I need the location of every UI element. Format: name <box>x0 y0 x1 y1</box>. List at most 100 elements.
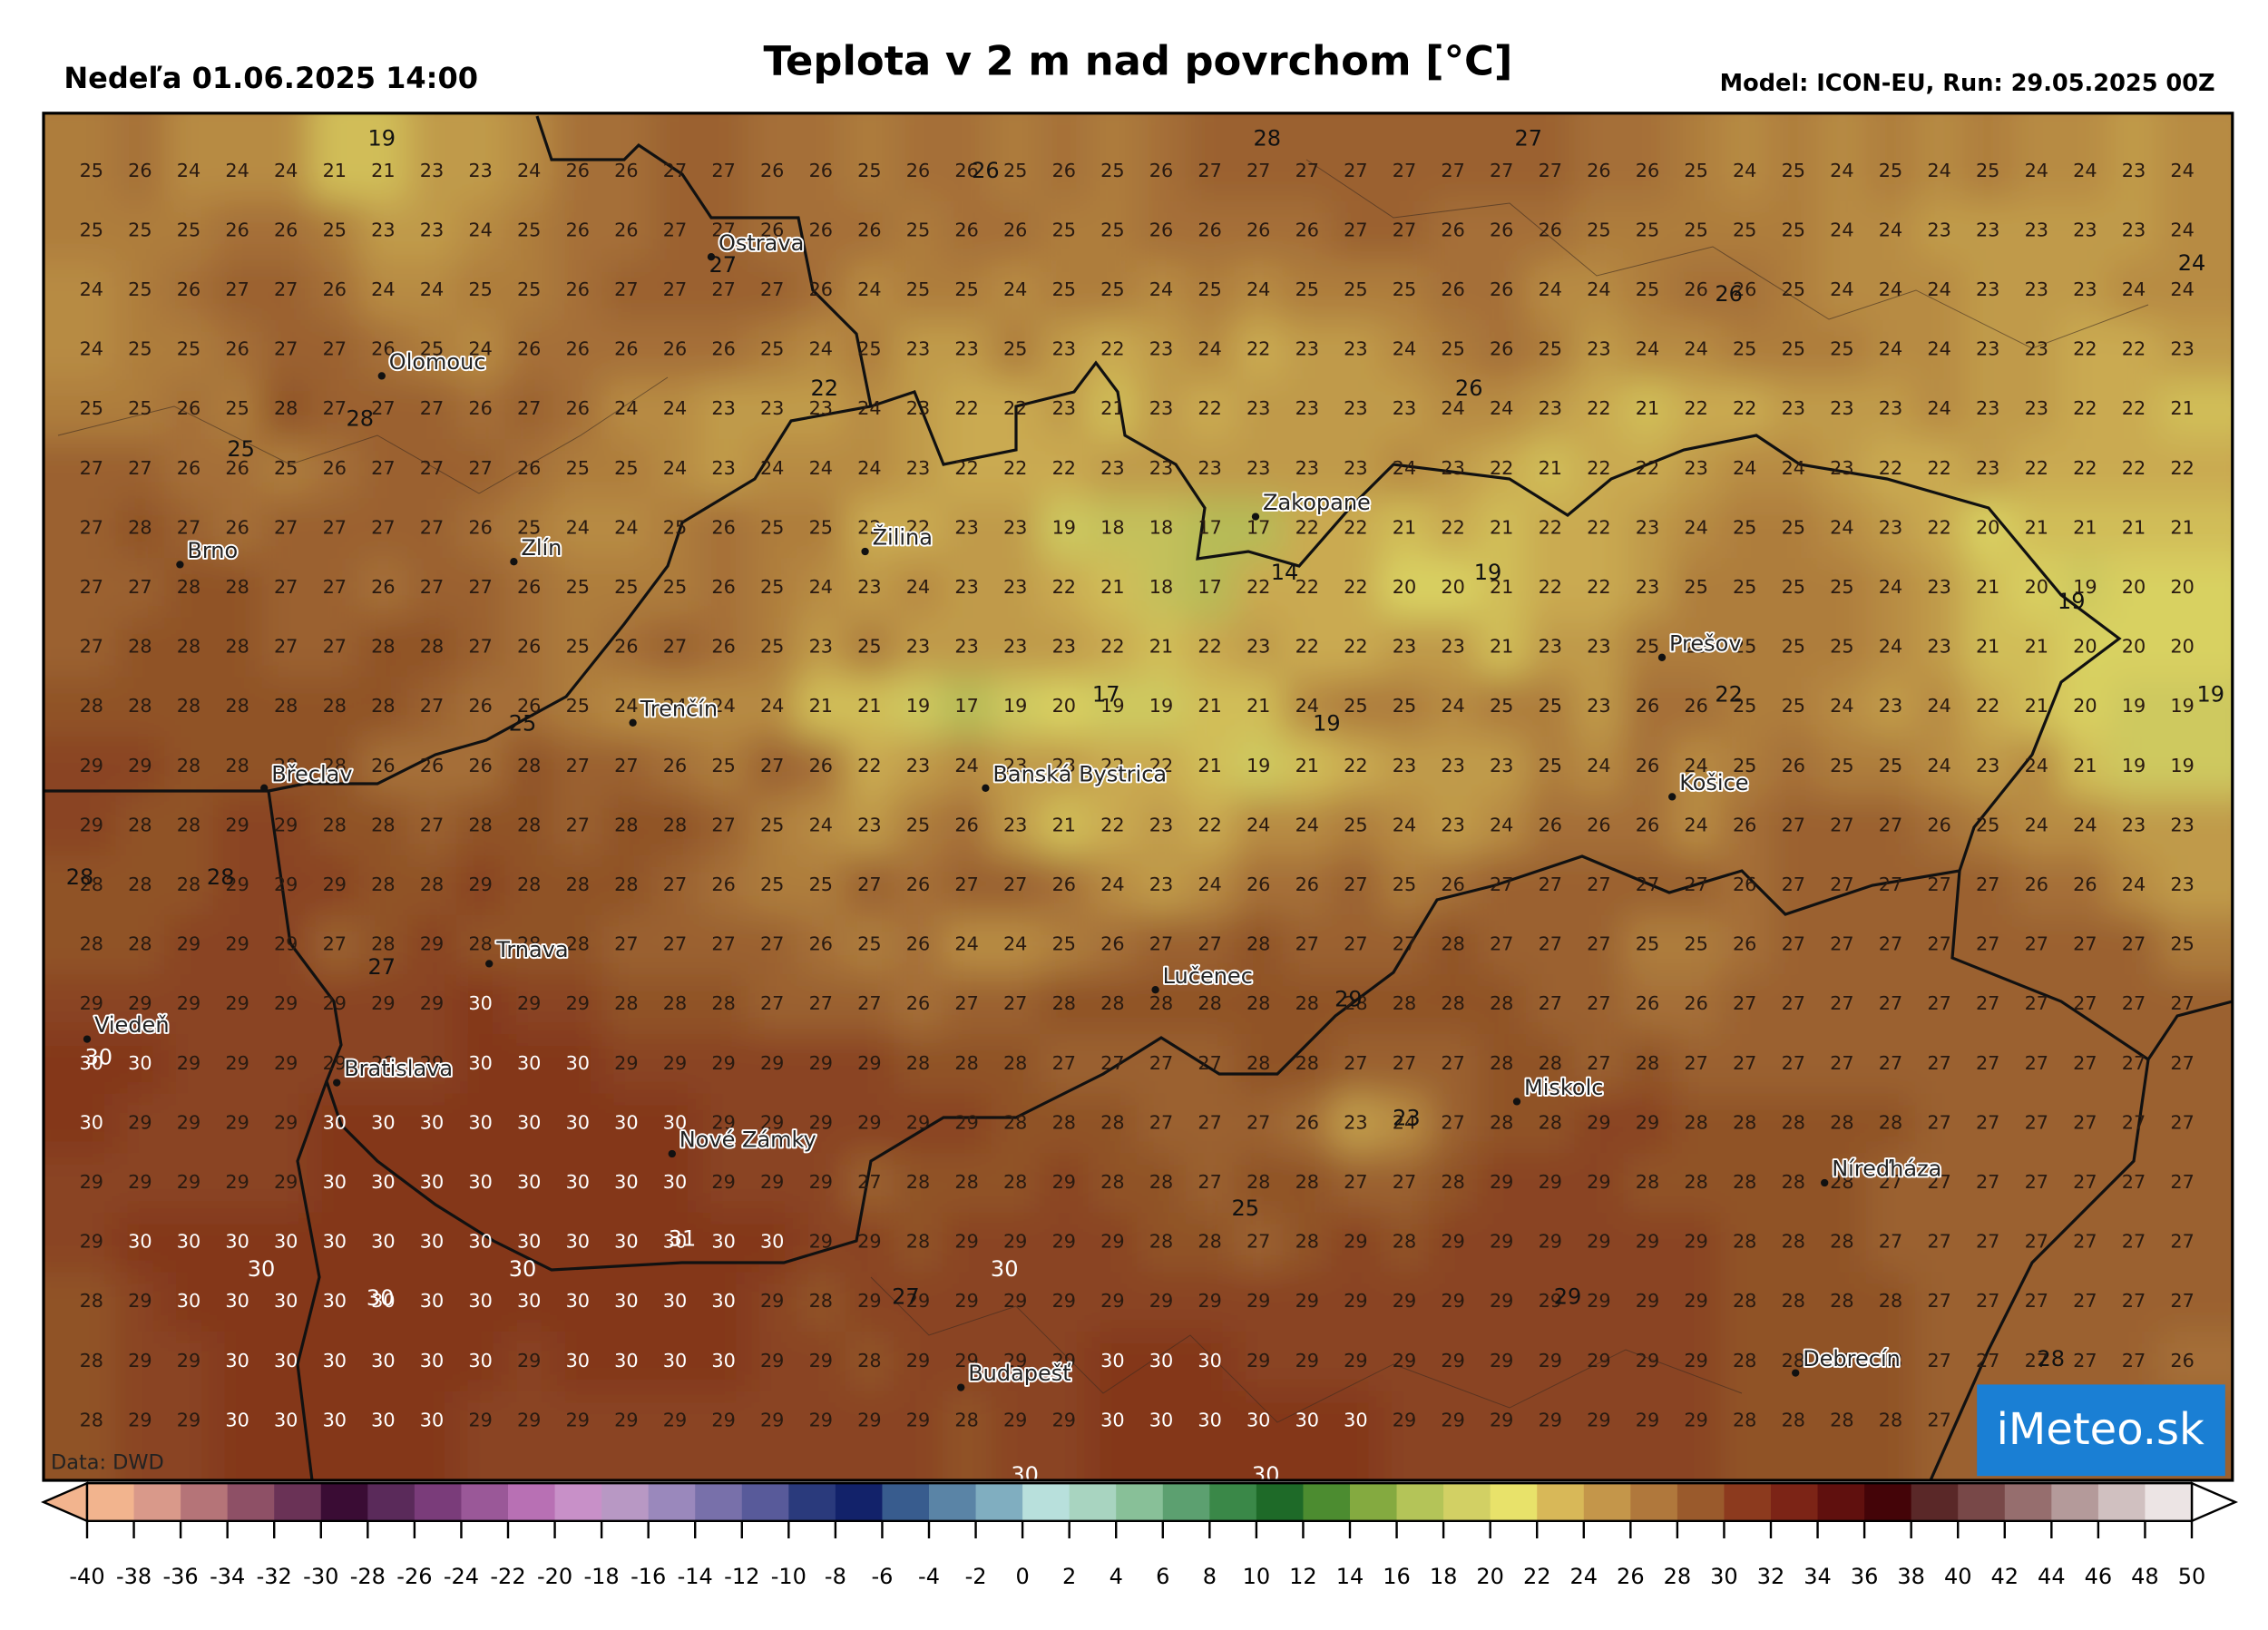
temperature-value: 23 <box>2073 219 2097 240</box>
field-cell <box>1234 112 1285 203</box>
temperature-value: 28 <box>1684 1111 1707 1133</box>
temperature-value: 25 <box>1684 576 1707 598</box>
temperature-value: 28 <box>177 576 200 598</box>
temperature-value: 26 <box>1927 814 1950 835</box>
field-cell <box>2109 112 2160 203</box>
temperature-value: 26 <box>468 755 492 776</box>
temperature-value: 27 <box>1198 1052 1221 1074</box>
temperature-value: 27 <box>371 397 395 419</box>
temperature-value: 28 <box>663 992 687 1014</box>
temperature-value: 22 <box>1100 814 1124 835</box>
temperature-value: 24 <box>1830 278 1853 300</box>
temperature-value: 23 <box>1393 636 1416 658</box>
temperature-value: 23 <box>906 338 930 360</box>
temperature-value: 29 <box>1393 1409 1416 1430</box>
temperature-value: 21 <box>1490 636 1513 658</box>
temperature-value: 23 <box>1003 576 1027 598</box>
temperature-value: 29 <box>128 992 152 1014</box>
temperature-value: 27 <box>1830 874 1853 895</box>
temperature-value: 27 <box>1295 933 1319 955</box>
field-cell <box>699 379 749 441</box>
temperature-value: 27 <box>1052 1052 1076 1074</box>
temperature-value: 28 <box>225 576 249 598</box>
temperature-value: 23 <box>1927 636 1950 658</box>
temperature-value: 23 <box>954 338 978 360</box>
temperature-value: 19 <box>1052 516 1076 538</box>
temperature-value: 25 <box>760 338 784 360</box>
temperature-value: 23 <box>1976 219 1999 240</box>
field-cell <box>1088 200 1139 262</box>
field-cell <box>991 200 1041 262</box>
field-cell <box>1428 379 1479 441</box>
temperature-value: 27 <box>1441 1111 1464 1133</box>
temperature-value: 23 <box>468 160 492 181</box>
temperature-value: 29 <box>128 1171 152 1193</box>
city-label: Debrecín <box>1803 1346 1901 1371</box>
colorbar-tick-label: 10 <box>1243 1564 1271 1589</box>
temperature-value: 27 <box>1976 1231 1999 1253</box>
temperature-value: 29 <box>371 992 395 1014</box>
temperature-value: 29 <box>857 1111 881 1133</box>
field-cell <box>164 200 215 262</box>
temperature-value: 27 <box>2170 1231 2194 1253</box>
temperature-value: 22 <box>1587 457 1610 479</box>
temperature-value: 29 <box>809 1409 833 1430</box>
colorbar-tick-label: 22 <box>1523 1564 1551 1589</box>
temperature-value: 19 <box>2122 755 2146 776</box>
temperature-value: 30 <box>1100 1409 1124 1430</box>
temperature-value: 28 <box>614 874 638 895</box>
temperature-value: 22 <box>1295 576 1319 598</box>
colorbar-swatch <box>274 1483 322 1521</box>
field-cell <box>2060 260 2111 322</box>
temperature-value: 27 <box>1198 933 1221 955</box>
temperature-value: 27 <box>1879 992 1902 1014</box>
temperature-value: 28 <box>1490 992 1513 1014</box>
temperature-value: 24 <box>809 338 833 360</box>
temperature-value: 28 <box>80 1350 103 1371</box>
temperature-value: 27 <box>468 457 492 479</box>
temperature-value: 21 <box>1976 636 1999 658</box>
temperature-value: 25 <box>1052 219 1076 240</box>
temperature-value: 23 <box>1490 755 1513 776</box>
temperature-value: 19 <box>2170 695 2194 717</box>
temperature-value: 30 <box>614 1231 638 1253</box>
temperature-value: 24 <box>1003 933 1027 955</box>
temperature-value: 30 <box>1100 1350 1124 1371</box>
temperature-value: 25 <box>1490 695 1513 717</box>
temperature-value: 26 <box>1149 219 1173 240</box>
temperature-value: 25 <box>1733 219 1756 240</box>
logo: iMeteo.sk <box>1997 1404 2204 1455</box>
temperature-value: 27 <box>420 397 444 419</box>
temperature-value: 27 <box>2170 1052 2194 1074</box>
temperature-value: 27 <box>2122 1231 2146 1253</box>
temperature-value: 20 <box>2170 636 2194 658</box>
extremum: 30 <box>509 1256 537 1282</box>
temperature-value: 27 <box>614 933 638 955</box>
temperature-value: 23 <box>1976 457 1999 479</box>
temperature-value: 21 <box>1295 755 1319 776</box>
temperature-value: 23 <box>1295 397 1319 419</box>
temperature-value: 21 <box>1636 397 1659 419</box>
field-cell <box>2012 319 2063 381</box>
extremum: 30 <box>991 1256 1019 1282</box>
field-cell <box>553 200 604 262</box>
temperature-value: 28 <box>809 1290 833 1312</box>
field-cell <box>455 112 506 203</box>
temperature-value: 27 <box>1830 814 1853 835</box>
temperature-value: 30 <box>663 1171 687 1193</box>
field-cell <box>553 379 604 441</box>
temperature-value: 22 <box>1003 457 1027 479</box>
temperature-value: 26 <box>2025 874 2048 895</box>
colorbar-swatch <box>1256 1483 1304 1521</box>
temperature-value: 23 <box>711 457 735 479</box>
temperature-value: 24 <box>809 457 833 479</box>
temperature-value: 27 <box>1927 1290 1950 1312</box>
field-cell <box>44 319 118 381</box>
temperature-value: 28 <box>1636 1052 1659 1074</box>
temperature-value: 27 <box>1344 219 1367 240</box>
temperature-value: 27 <box>80 636 103 658</box>
temperature-value: 26 <box>177 278 200 300</box>
temperature-value: 29 <box>1636 1111 1659 1133</box>
temperature-value: 28 <box>711 992 735 1014</box>
temperature-value: 27 <box>1344 933 1367 955</box>
